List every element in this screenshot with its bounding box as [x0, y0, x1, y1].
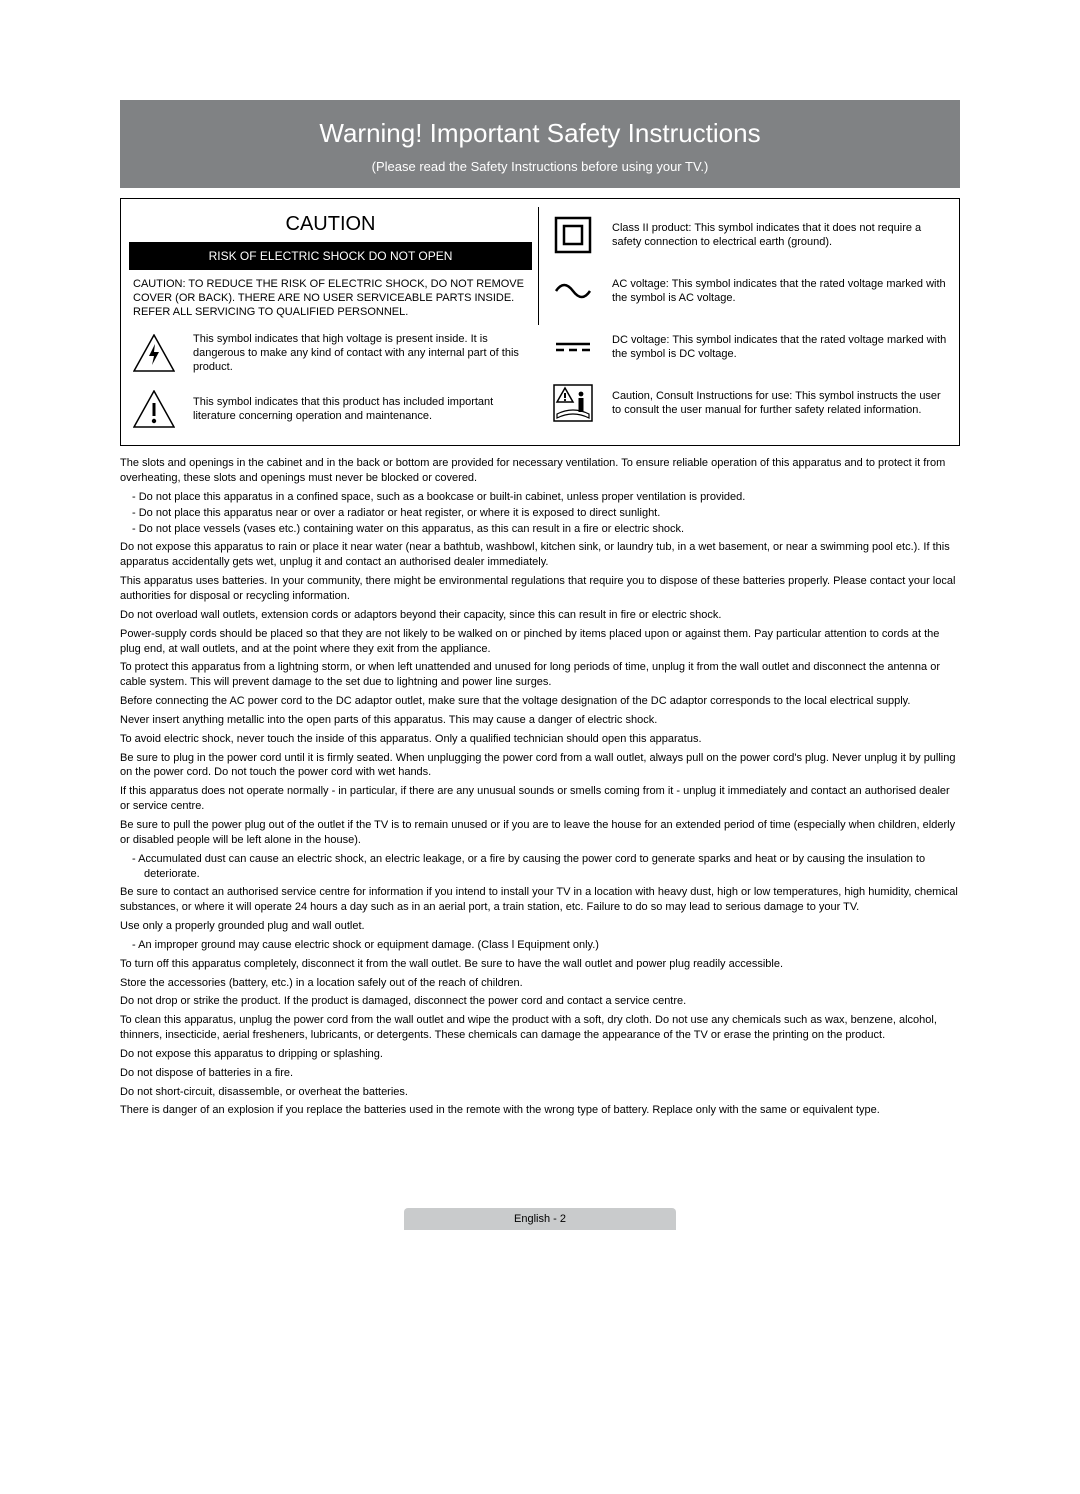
body-paragraph: Be sure to contact an authorised service…: [120, 885, 960, 915]
body-paragraph: Do not expose this apparatus to rain or …: [120, 540, 960, 570]
caution-warning-bar: RISK OF ELECTRIC SHOCK DO NOT OPEN: [129, 242, 532, 270]
body-paragraph: Be sure to plug in the power cord until …: [120, 751, 960, 781]
symbol-text: DC voltage: This symbol indicates that t…: [596, 333, 949, 362]
symbol-text: This symbol indicates that high voltage …: [177, 332, 537, 375]
body-paragraph: Do not drop or strike the product. If th…: [120, 994, 960, 1009]
safety-symbols-box: CAUTION RISK OF ELECTRIC SHOCK DO NOT OP…: [120, 198, 960, 446]
consult-manual-icon: [550, 384, 596, 422]
symbol-row-ac-voltage: AC voltage: This symbol indicates that t…: [548, 263, 951, 319]
header-bar: Warning! Important Safety Instructions (…: [120, 100, 960, 188]
page-footer: English - 2: [120, 1208, 960, 1240]
body-paragraph: To clean this apparatus, unplug the powe…: [120, 1013, 960, 1043]
body-paragraph: Store the accessories (battery, etc.) in…: [120, 976, 960, 991]
symbol-text: This symbol indicates that this product …: [177, 395, 537, 424]
body-paragraph: To protect this apparatus from a lightni…: [120, 660, 960, 690]
symbol-row-class2: Class II product: This symbol indicates …: [548, 207, 951, 263]
page-number-label: English - 2: [404, 1208, 676, 1230]
body-list-item: An improper ground may cause electric sh…: [132, 938, 960, 953]
safety-body-text: The slots and openings in the cabinet an…: [120, 456, 960, 1118]
body-paragraph: Use only a properly grounded plug and wa…: [120, 919, 960, 934]
dc-line-dash-icon: [550, 339, 596, 355]
lightning-triangle-icon: [131, 334, 177, 372]
exclamation-triangle-icon: [131, 390, 177, 428]
symbol-text: AC voltage: This symbol indicates that t…: [596, 277, 949, 306]
body-list-item: Accumulated dust can cause an electric s…: [132, 852, 960, 882]
document-page: Warning! Important Safety Instructions (…: [0, 0, 1080, 1280]
page-subtitle: (Please read the Safety Instructions bef…: [120, 159, 960, 174]
caution-body-text: CAUTION: TO REDUCE THE RISK OF ELECTRIC …: [129, 270, 532, 325]
class2-double-square-icon: [550, 216, 596, 254]
body-paragraph: Before connecting the AC power cord to t…: [120, 694, 960, 709]
symbol-row-literature: This symbol indicates that this product …: [129, 381, 539, 437]
body-paragraph: There is danger of an explosion if you r…: [120, 1103, 960, 1118]
caution-heading: CAUTION: [129, 207, 532, 242]
body-paragraph: To turn off this apparatus completely, d…: [120, 957, 960, 972]
body-list-item: Do not place vessels (vases etc.) contai…: [132, 522, 960, 537]
body-list-item: Do not place this apparatus in a confine…: [132, 490, 960, 505]
symbol-text: Caution, Consult Instructions for use: T…: [596, 389, 949, 418]
body-paragraph: To avoid electric shock, never touch the…: [120, 732, 960, 747]
body-paragraph: This apparatus uses batteries. In your c…: [120, 574, 960, 604]
caution-panel: CAUTION RISK OF ELECTRIC SHOCK DO NOT OP…: [129, 207, 539, 325]
body-paragraph: The slots and openings in the cabinet an…: [120, 456, 960, 486]
body-list: An improper ground may cause electric sh…: [120, 938, 960, 953]
body-list: Accumulated dust can cause an electric s…: [120, 852, 960, 882]
symbol-row-high-voltage: This symbol indicates that high voltage …: [129, 325, 539, 381]
body-paragraph: Do not short-circuit, disassemble, or ov…: [120, 1085, 960, 1100]
body-list-item: Do not place this apparatus near or over…: [132, 506, 960, 521]
body-paragraph: Power-supply cords should be placed so t…: [120, 627, 960, 657]
symbol-row-dc-voltage: DC voltage: This symbol indicates that t…: [548, 319, 951, 375]
body-paragraph: Do not expose this apparatus to dripping…: [120, 1047, 960, 1062]
page-title: Warning! Important Safety Instructions: [120, 118, 960, 149]
symbol-text: Class II product: This symbol indicates …: [596, 221, 949, 250]
body-list: Do not place this apparatus in a confine…: [120, 490, 960, 537]
body-paragraph: Do not overload wall outlets, extension …: [120, 608, 960, 623]
body-paragraph: If this apparatus does not operate norma…: [120, 784, 960, 814]
symbol-row-consult-manual: Caution, Consult Instructions for use: T…: [548, 375, 951, 431]
ac-sine-icon: [550, 281, 596, 301]
body-paragraph: Be sure to pull the power plug out of th…: [120, 818, 960, 848]
body-paragraph: Never insert anything metallic into the …: [120, 713, 960, 728]
body-paragraph: Do not dispose of batteries in a fire.: [120, 1066, 960, 1081]
